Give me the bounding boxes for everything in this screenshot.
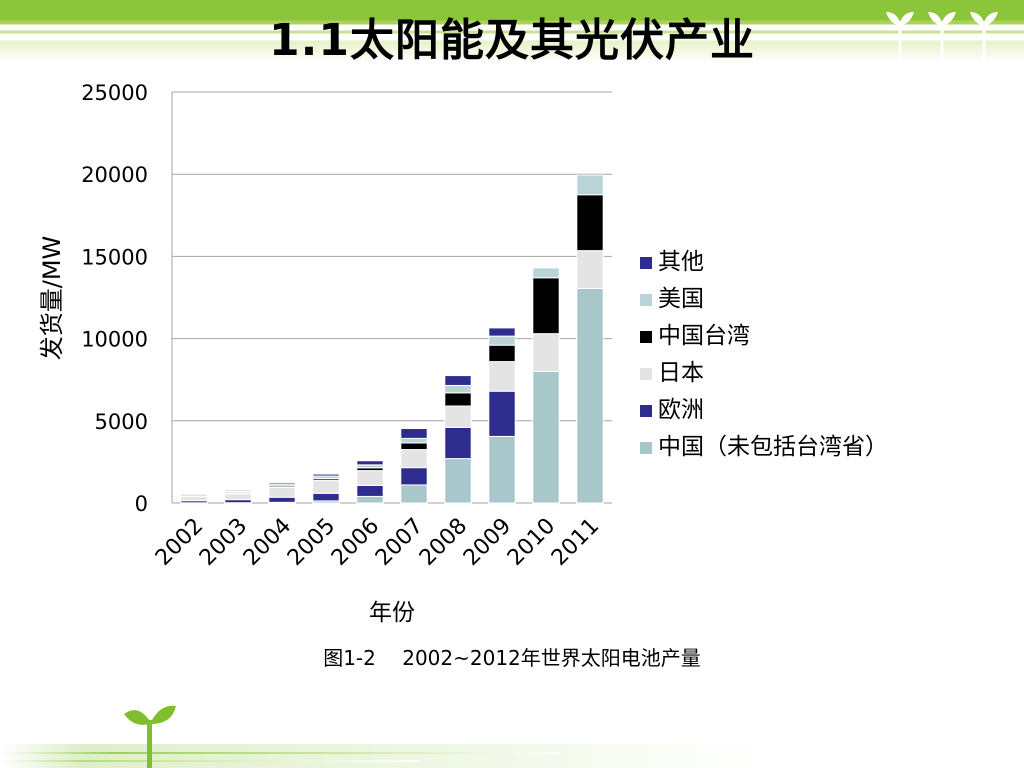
x-tick-label: 2003 — [195, 514, 252, 571]
y-tick-label: 5000 — [95, 410, 148, 434]
bar-segment — [488, 344, 516, 363]
bar-segment — [268, 496, 296, 503]
bar-segment — [444, 384, 472, 394]
legend-label: 欧洲 — [658, 397, 704, 423]
legend-swatch — [640, 331, 652, 343]
bar-segment — [576, 287, 604, 504]
x-axis-label: 年份 — [369, 600, 415, 626]
bar-segment — [444, 375, 472, 386]
bar-segment — [488, 390, 516, 437]
x-tick-label: 2011 — [547, 514, 604, 571]
y-tick-label: 0 — [135, 492, 148, 516]
y-axis-label: 发货量/MW — [38, 236, 66, 361]
bar-segment — [312, 479, 340, 494]
legend-swatch — [640, 442, 652, 454]
footer-band — [0, 744, 1024, 768]
legend-label: 中国（未包括台湾省） — [658, 434, 888, 460]
bar-segment — [488, 361, 516, 392]
bar-segment — [444, 426, 472, 460]
y-tick-label: 10000 — [81, 328, 148, 352]
x-tick-label: 2009 — [459, 514, 516, 571]
bar-segment — [444, 458, 472, 504]
bar-segment — [488, 435, 516, 504]
x-tick-label: 2006 — [327, 514, 384, 571]
figure-caption: 图1-2 2002~2012年世界太阳电池产量 — [323, 646, 701, 670]
bar-segment — [532, 370, 560, 504]
bar-segment — [356, 495, 384, 504]
legend-label: 中国台湾 — [658, 323, 750, 349]
x-tick-label: 2005 — [283, 514, 340, 571]
bar-segment — [400, 484, 428, 504]
bar-segment — [268, 481, 296, 485]
sprout-icon — [124, 705, 176, 768]
bar-segment — [444, 392, 472, 407]
bar-segment — [400, 449, 428, 469]
x-tick-label: 2004 — [239, 514, 296, 571]
y-tick-label: 25000 — [81, 81, 148, 105]
y-tick-label: 15000 — [81, 245, 148, 269]
bar-segment — [356, 460, 384, 466]
header-band — [0, 0, 1024, 62]
bar-segment — [356, 484, 384, 497]
bar-segment — [532, 267, 560, 279]
bar-segment — [488, 335, 516, 346]
bar-segment — [576, 174, 604, 196]
legend-swatch — [640, 294, 652, 306]
bar-segment — [312, 492, 340, 502]
bar-segment — [312, 473, 340, 477]
bar-segment — [400, 428, 428, 439]
bar-segment — [268, 486, 296, 498]
bar-segment — [576, 194, 604, 252]
legend-label: 日本 — [658, 360, 704, 386]
footer-line — [0, 752, 560, 754]
x-tick-label: 2008 — [415, 514, 472, 571]
chart: 0500010000150002000025000200220032004200… — [38, 81, 888, 626]
x-tick-label: 2007 — [371, 514, 428, 571]
x-tick-label: 2010 — [503, 514, 560, 571]
bar-segment — [180, 496, 208, 502]
bar-segment — [180, 492, 208, 495]
legend-label: 美国 — [658, 286, 704, 312]
bar-segment — [532, 277, 560, 335]
bar-segment — [400, 442, 428, 451]
bar-segment — [400, 467, 428, 486]
bar-segment — [224, 493, 252, 501]
legend-swatch — [640, 405, 652, 417]
sprout-icon — [886, 12, 998, 62]
legend-swatch — [640, 257, 652, 269]
bar-segment — [576, 250, 604, 289]
legend-swatch — [640, 368, 652, 380]
legend-label: 其他 — [658, 249, 704, 275]
bar-segment — [488, 327, 516, 337]
x-tick-label: 2002 — [151, 514, 208, 571]
page-title: 1.1太阳能及其光伏产业 — [269, 15, 755, 66]
bar-segment — [444, 405, 472, 428]
bar-segment — [356, 470, 384, 486]
bar-segment — [532, 333, 560, 372]
bar-segment — [400, 437, 428, 444]
y-tick-label: 20000 — [81, 163, 148, 187]
bar-segment — [224, 489, 252, 492]
footer-line — [0, 760, 420, 762]
